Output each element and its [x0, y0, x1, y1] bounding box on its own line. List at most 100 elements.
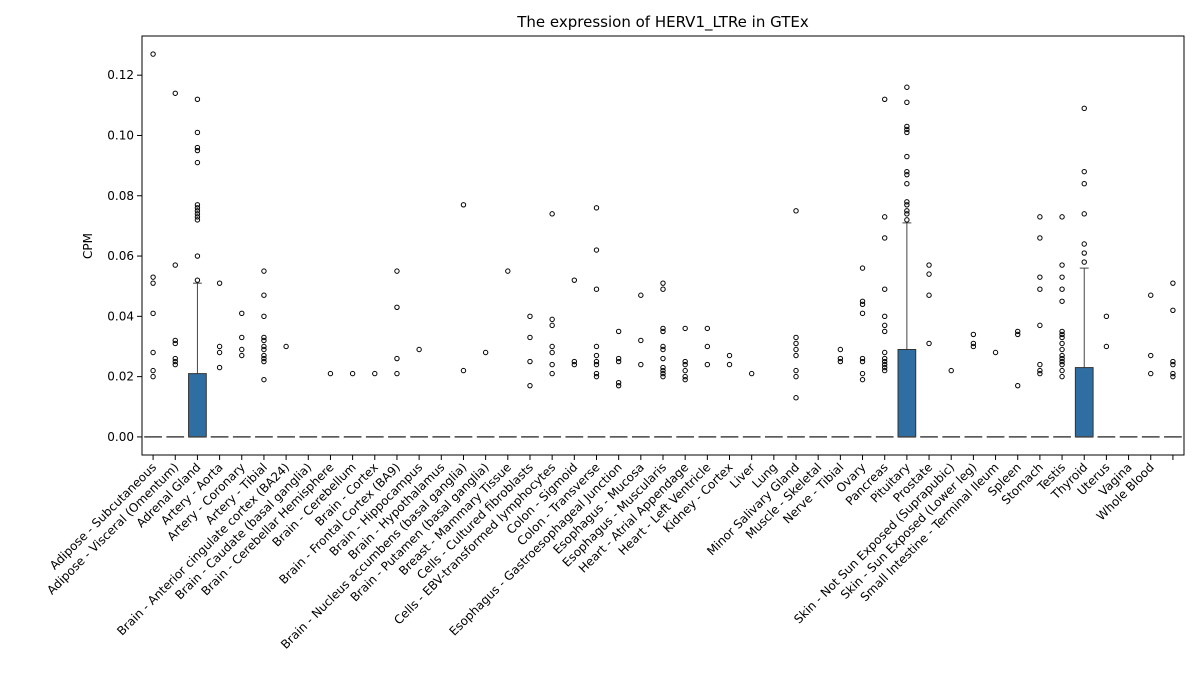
outlier-point: [904, 171, 910, 178]
box-group: [875, 96, 894, 438]
outlier-point: [216, 364, 223, 371]
outlier-point: [1059, 328, 1065, 335]
outlier-point: [216, 343, 223, 350]
outlier-point: [992, 349, 999, 356]
outlier-point: [904, 181, 910, 187]
outlier-point: [638, 361, 644, 368]
outlier-point: [859, 265, 866, 271]
x-tick-label: Liver: [727, 460, 758, 491]
box-group: [188, 96, 207, 438]
outlier-point: [1037, 322, 1043, 329]
outlier-point: [527, 382, 533, 389]
outlier-point: [172, 337, 178, 344]
outlier-point: [194, 129, 201, 136]
outlier-point: [660, 286, 666, 292]
outlier-point: [859, 358, 866, 365]
outlier-point: [571, 358, 578, 365]
box-group: [698, 325, 717, 438]
outlier-point: [1059, 358, 1065, 365]
y-axis-label: CPM: [81, 233, 95, 259]
outlier-point: [549, 211, 555, 217]
outlier-point: [1081, 250, 1087, 256]
outlier-point: [372, 370, 378, 377]
outlier-point: [1170, 358, 1176, 365]
outlier-point: [593, 373, 600, 380]
box: [188, 373, 207, 438]
outlier-point: [261, 313, 267, 320]
outlier-point: [194, 253, 201, 259]
box-group: [1031, 214, 1049, 438]
outlier-point: [1059, 352, 1065, 359]
x-tick-label: Adipose - Visceral (Omentum): [44, 460, 181, 597]
outlier-point: [239, 310, 245, 317]
box-group: [543, 211, 562, 438]
box-group: [521, 313, 539, 438]
y-tick-label: 0.06: [107, 249, 134, 263]
outlier-point: [1059, 340, 1065, 347]
y-tick-label: 0.08: [107, 189, 134, 203]
outlier-point: [194, 96, 201, 103]
box-group: [476, 349, 495, 438]
box-group: [720, 352, 739, 438]
outlier-point: [261, 337, 267, 344]
outlier-point: [904, 126, 910, 133]
outlier-point: [1170, 373, 1176, 380]
outlier-point: [904, 123, 910, 130]
outlier-point: [904, 199, 910, 205]
outlier-point: [970, 343, 977, 350]
outlier-point: [571, 277, 578, 283]
outlier-point: [482, 349, 489, 356]
outlier-point: [638, 292, 644, 298]
outlier-point: [194, 214, 201, 220]
box-group: [321, 370, 340, 438]
outlier-point: [882, 358, 888, 365]
outlier-point: [1015, 382, 1021, 389]
outlier-point: [527, 358, 533, 365]
outlier-point: [1081, 181, 1087, 187]
outlier-point: [549, 322, 555, 329]
outlier-point: [660, 370, 666, 377]
outlier-point: [172, 262, 178, 268]
outlier-point: [660, 343, 666, 350]
outlier-point: [882, 364, 888, 371]
y-tick-label: 0.12: [107, 68, 134, 82]
box-group: [410, 346, 428, 438]
box-group: [1097, 313, 1116, 438]
outlier-point: [904, 129, 910, 136]
outlier-point: [549, 343, 555, 350]
box: [1074, 367, 1094, 438]
box-group: [1008, 328, 1027, 438]
outlier-point: [1059, 286, 1065, 292]
outlier-point: [904, 208, 910, 214]
outlier-point: [882, 349, 888, 356]
outlier-point: [527, 313, 533, 320]
outlier-point: [194, 159, 201, 166]
outlier-point: [682, 373, 688, 380]
outlier-point: [593, 247, 600, 253]
outlier-point: [261, 268, 267, 274]
box-group: [388, 268, 406, 438]
outlier-point: [837, 355, 844, 362]
outlier-point: [593, 343, 600, 350]
outlier-point: [882, 235, 888, 241]
outlier-point: [261, 346, 267, 353]
outlier-point: [793, 373, 799, 380]
box-group: [454, 202, 473, 438]
outlier-point: [150, 310, 156, 317]
outlier-point: [172, 90, 178, 96]
outlier-point: [549, 370, 555, 377]
box-group: [986, 349, 1005, 438]
outlier-point: [660, 328, 666, 335]
box-group: [964, 331, 983, 438]
outlier-point: [793, 340, 799, 347]
outlier-point: [460, 367, 467, 374]
outlier-point: [682, 367, 688, 374]
outlier-point: [882, 313, 888, 320]
outlier-point: [394, 355, 400, 362]
outlier-point: [261, 352, 267, 359]
outlier-point: [593, 205, 600, 211]
outlier-point: [194, 144, 201, 151]
outlier-point: [682, 358, 688, 365]
